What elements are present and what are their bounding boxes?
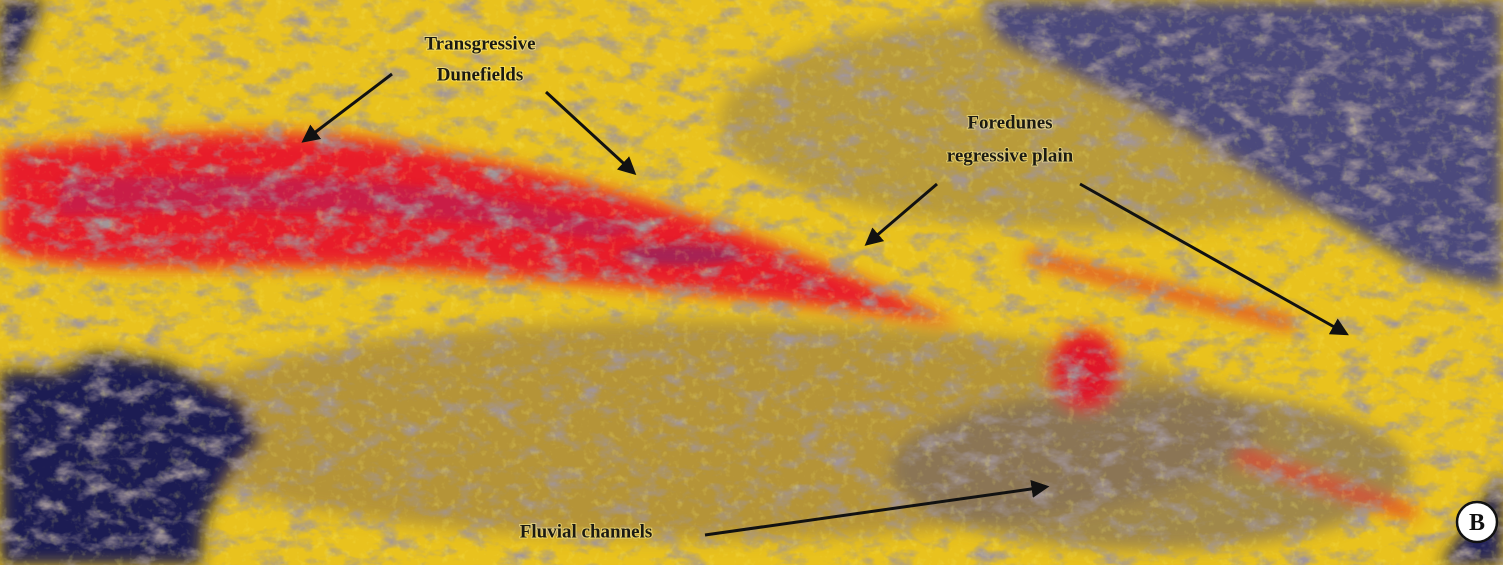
annotated-image: Transgressive Dunefields Foredunes regre…	[0, 0, 1503, 565]
label-line: Dunefields	[437, 64, 524, 85]
texture-highlight	[0, 0, 1503, 565]
label-line: Foredunes	[967, 112, 1052, 133]
label-line: Fluvial channels	[520, 521, 653, 542]
label-line: regressive plain	[947, 145, 1074, 166]
label-line: Transgressive	[424, 33, 535, 54]
panel-letter: B	[1469, 510, 1485, 536]
